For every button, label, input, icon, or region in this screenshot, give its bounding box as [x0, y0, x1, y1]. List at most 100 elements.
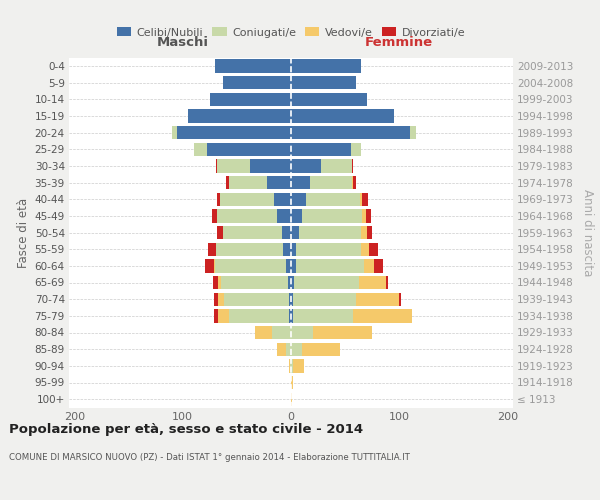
Bar	[172, 126, 177, 139]
Bar	[313, 326, 372, 339]
Bar	[361, 226, 367, 239]
Bar	[206, 142, 291, 156]
Bar	[356, 292, 399, 306]
Y-axis label: Anni di nascita: Anni di nascita	[581, 189, 594, 276]
Bar	[283, 226, 291, 239]
Bar	[364, 259, 374, 272]
Bar	[291, 209, 302, 222]
Bar	[217, 226, 223, 239]
Bar	[214, 292, 218, 306]
Bar	[361, 242, 369, 256]
Bar	[310, 176, 352, 189]
Bar	[302, 209, 362, 222]
Bar	[293, 359, 304, 372]
Bar	[291, 259, 296, 272]
Bar	[291, 76, 356, 89]
Bar	[359, 276, 386, 289]
Bar	[205, 259, 214, 272]
Bar	[322, 159, 352, 172]
Bar	[223, 226, 283, 239]
Bar	[291, 292, 293, 306]
Bar	[226, 176, 229, 189]
Bar	[353, 309, 412, 322]
Bar	[362, 209, 366, 222]
Legend: Celibi/Nubili, Coniugati/e, Vedovi/e, Divorziati/e: Celibi/Nubili, Coniugati/e, Vedovi/e, Di…	[112, 23, 470, 42]
Bar	[291, 159, 322, 172]
Text: COMUNE DI MARSICO NUOVO (PZ) - Dati ISTAT 1° gennaio 2014 - Elaborazione TUTTITA: COMUNE DI MARSICO NUOVO (PZ) - Dati ISTA…	[9, 452, 410, 462]
Bar	[215, 259, 286, 272]
Bar	[177, 126, 291, 139]
Bar	[290, 359, 291, 372]
Bar	[296, 259, 364, 272]
Bar	[277, 209, 291, 222]
Bar	[286, 342, 291, 356]
Text: Popolazione per età, sesso e stato civile - 2014: Popolazione per età, sesso e stato civil…	[9, 422, 363, 436]
Bar	[291, 59, 361, 72]
Bar	[362, 192, 368, 206]
Bar	[294, 276, 359, 289]
Bar	[217, 192, 220, 206]
Bar	[367, 226, 372, 239]
Bar	[218, 276, 221, 289]
Bar	[410, 126, 416, 139]
Bar	[291, 126, 410, 139]
Bar	[217, 159, 250, 172]
Bar	[283, 242, 291, 256]
Bar	[229, 176, 267, 189]
Bar	[302, 342, 340, 356]
Bar	[369, 242, 377, 256]
Bar	[224, 292, 289, 306]
Bar	[217, 209, 277, 222]
Bar	[188, 109, 291, 122]
Bar	[229, 309, 289, 322]
Bar	[274, 192, 291, 206]
Bar	[306, 192, 361, 206]
Bar	[352, 176, 353, 189]
Bar	[250, 159, 291, 172]
Bar	[218, 292, 224, 306]
Bar	[291, 309, 293, 322]
Bar	[223, 76, 291, 89]
Bar	[361, 192, 362, 206]
Bar	[220, 192, 274, 206]
Bar	[208, 242, 216, 256]
Bar	[399, 292, 401, 306]
Y-axis label: Fasce di età: Fasce di età	[17, 198, 31, 268]
Bar	[291, 192, 306, 206]
Bar	[291, 359, 293, 372]
Bar	[293, 309, 353, 322]
Bar	[218, 309, 229, 322]
Bar	[289, 292, 291, 306]
Bar	[291, 176, 310, 189]
Bar	[291, 142, 350, 156]
Bar	[288, 276, 291, 289]
Bar	[291, 92, 367, 106]
Bar	[272, 326, 291, 339]
Bar	[277, 342, 286, 356]
Text: Femmine: Femmine	[365, 36, 433, 49]
Bar	[352, 159, 353, 172]
Bar	[286, 259, 291, 272]
Bar	[212, 209, 217, 222]
Bar	[214, 309, 218, 322]
Bar	[215, 59, 291, 72]
Bar	[214, 259, 215, 272]
Bar	[289, 309, 291, 322]
Bar	[213, 276, 218, 289]
Bar	[291, 392, 292, 406]
Bar	[291, 226, 299, 239]
Bar	[291, 326, 313, 339]
Bar	[194, 142, 206, 156]
Text: Maschi: Maschi	[157, 36, 209, 49]
Bar	[291, 376, 293, 389]
Bar	[221, 276, 288, 289]
Bar	[291, 109, 394, 122]
Bar	[350, 142, 361, 156]
Bar	[267, 176, 291, 189]
Bar	[374, 259, 383, 272]
Bar	[210, 92, 291, 106]
Bar	[216, 242, 283, 256]
Bar	[299, 226, 361, 239]
Bar	[353, 176, 356, 189]
Bar	[291, 242, 296, 256]
